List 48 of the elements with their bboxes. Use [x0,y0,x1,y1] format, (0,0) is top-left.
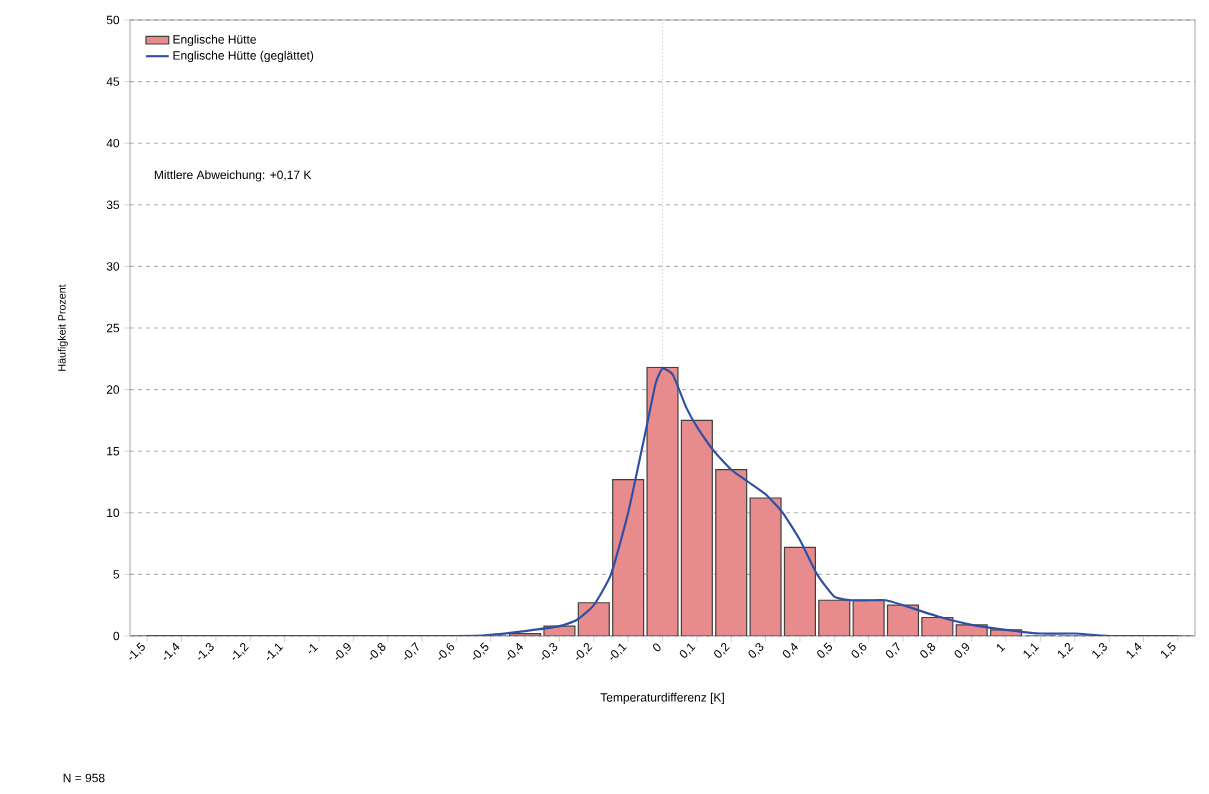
x-tick-label: 1,1 [1023,643,1040,659]
x-tick-label: 1,2 [1057,642,1074,659]
x-tick-label: 0,6 [851,642,867,658]
x-tick-label: 0,1 [679,643,696,658]
x-tick-label: 0 [652,643,661,652]
x-tick-label: -0,5 [472,642,489,660]
x-tick-label: -0,6 [438,642,455,660]
x-tick-label: 1,5 [1161,642,1176,659]
x-tick-label: 1,4 [1126,642,1142,659]
annotation: Mittlere Abweichung: +0,17 K [154,170,312,182]
y-tick-label: 5 [113,570,120,579]
y-tick-label: 30 [106,262,120,271]
x-tick-label: -1,5 [129,642,145,660]
y-tick-label: 15 [107,447,120,456]
y-tick-label: 20 [106,385,120,394]
y-tick-label: 10 [107,508,120,518]
y-tick-label: 35 [106,200,120,210]
x-tick-label: -0,9 [335,643,351,660]
x-tick-label: -1,3 [198,642,214,660]
y-axis-title: Häufigkeit Prozent [57,284,68,371]
x-tick-label: -0,2 [576,642,593,660]
x-tick-label: -0,3 [541,642,558,660]
y-tick-label: 40 [106,138,120,148]
y-tick-label: 0 [113,631,120,641]
legend-label: Englische Hütte (geglättet) [173,50,314,63]
x-tick-label: -1,4 [163,642,180,660]
x-tick-label: 1,3 [1092,642,1107,659]
x-tick-label: 0,4 [782,642,798,658]
x-tick-label: 0,5 [817,642,833,658]
x-tick-label: -1,2 [232,642,249,660]
x-tick-label: -0,8 [369,642,386,660]
y-tick-label: 25 [106,323,120,333]
x-tick-label: 0,8 [920,642,936,658]
x-tick-label: -0,1 [610,643,627,660]
x-tick-label: -1 [308,643,319,654]
x-tick-label: -1,1 [266,643,284,660]
x-tick-label: -0,7 [404,642,419,660]
x-tick-label: 0,7 [885,642,900,658]
legend-label: Englische Hütte [173,34,256,47]
x-tick-label: 0,9 [954,643,970,658]
x-tick-label: 0,2 [714,642,730,658]
y-tick-label: 45 [106,77,120,86]
x-tick-label: 0,3 [748,642,764,658]
y-tick-label: 50 [106,15,120,25]
x-axis-title: Temperaturdifferenz [K] [600,692,724,704]
x-tick-label: -0,4 [507,642,524,660]
text: N = 958 [63,773,105,783]
x-tick-label: 1 [996,643,1006,653]
